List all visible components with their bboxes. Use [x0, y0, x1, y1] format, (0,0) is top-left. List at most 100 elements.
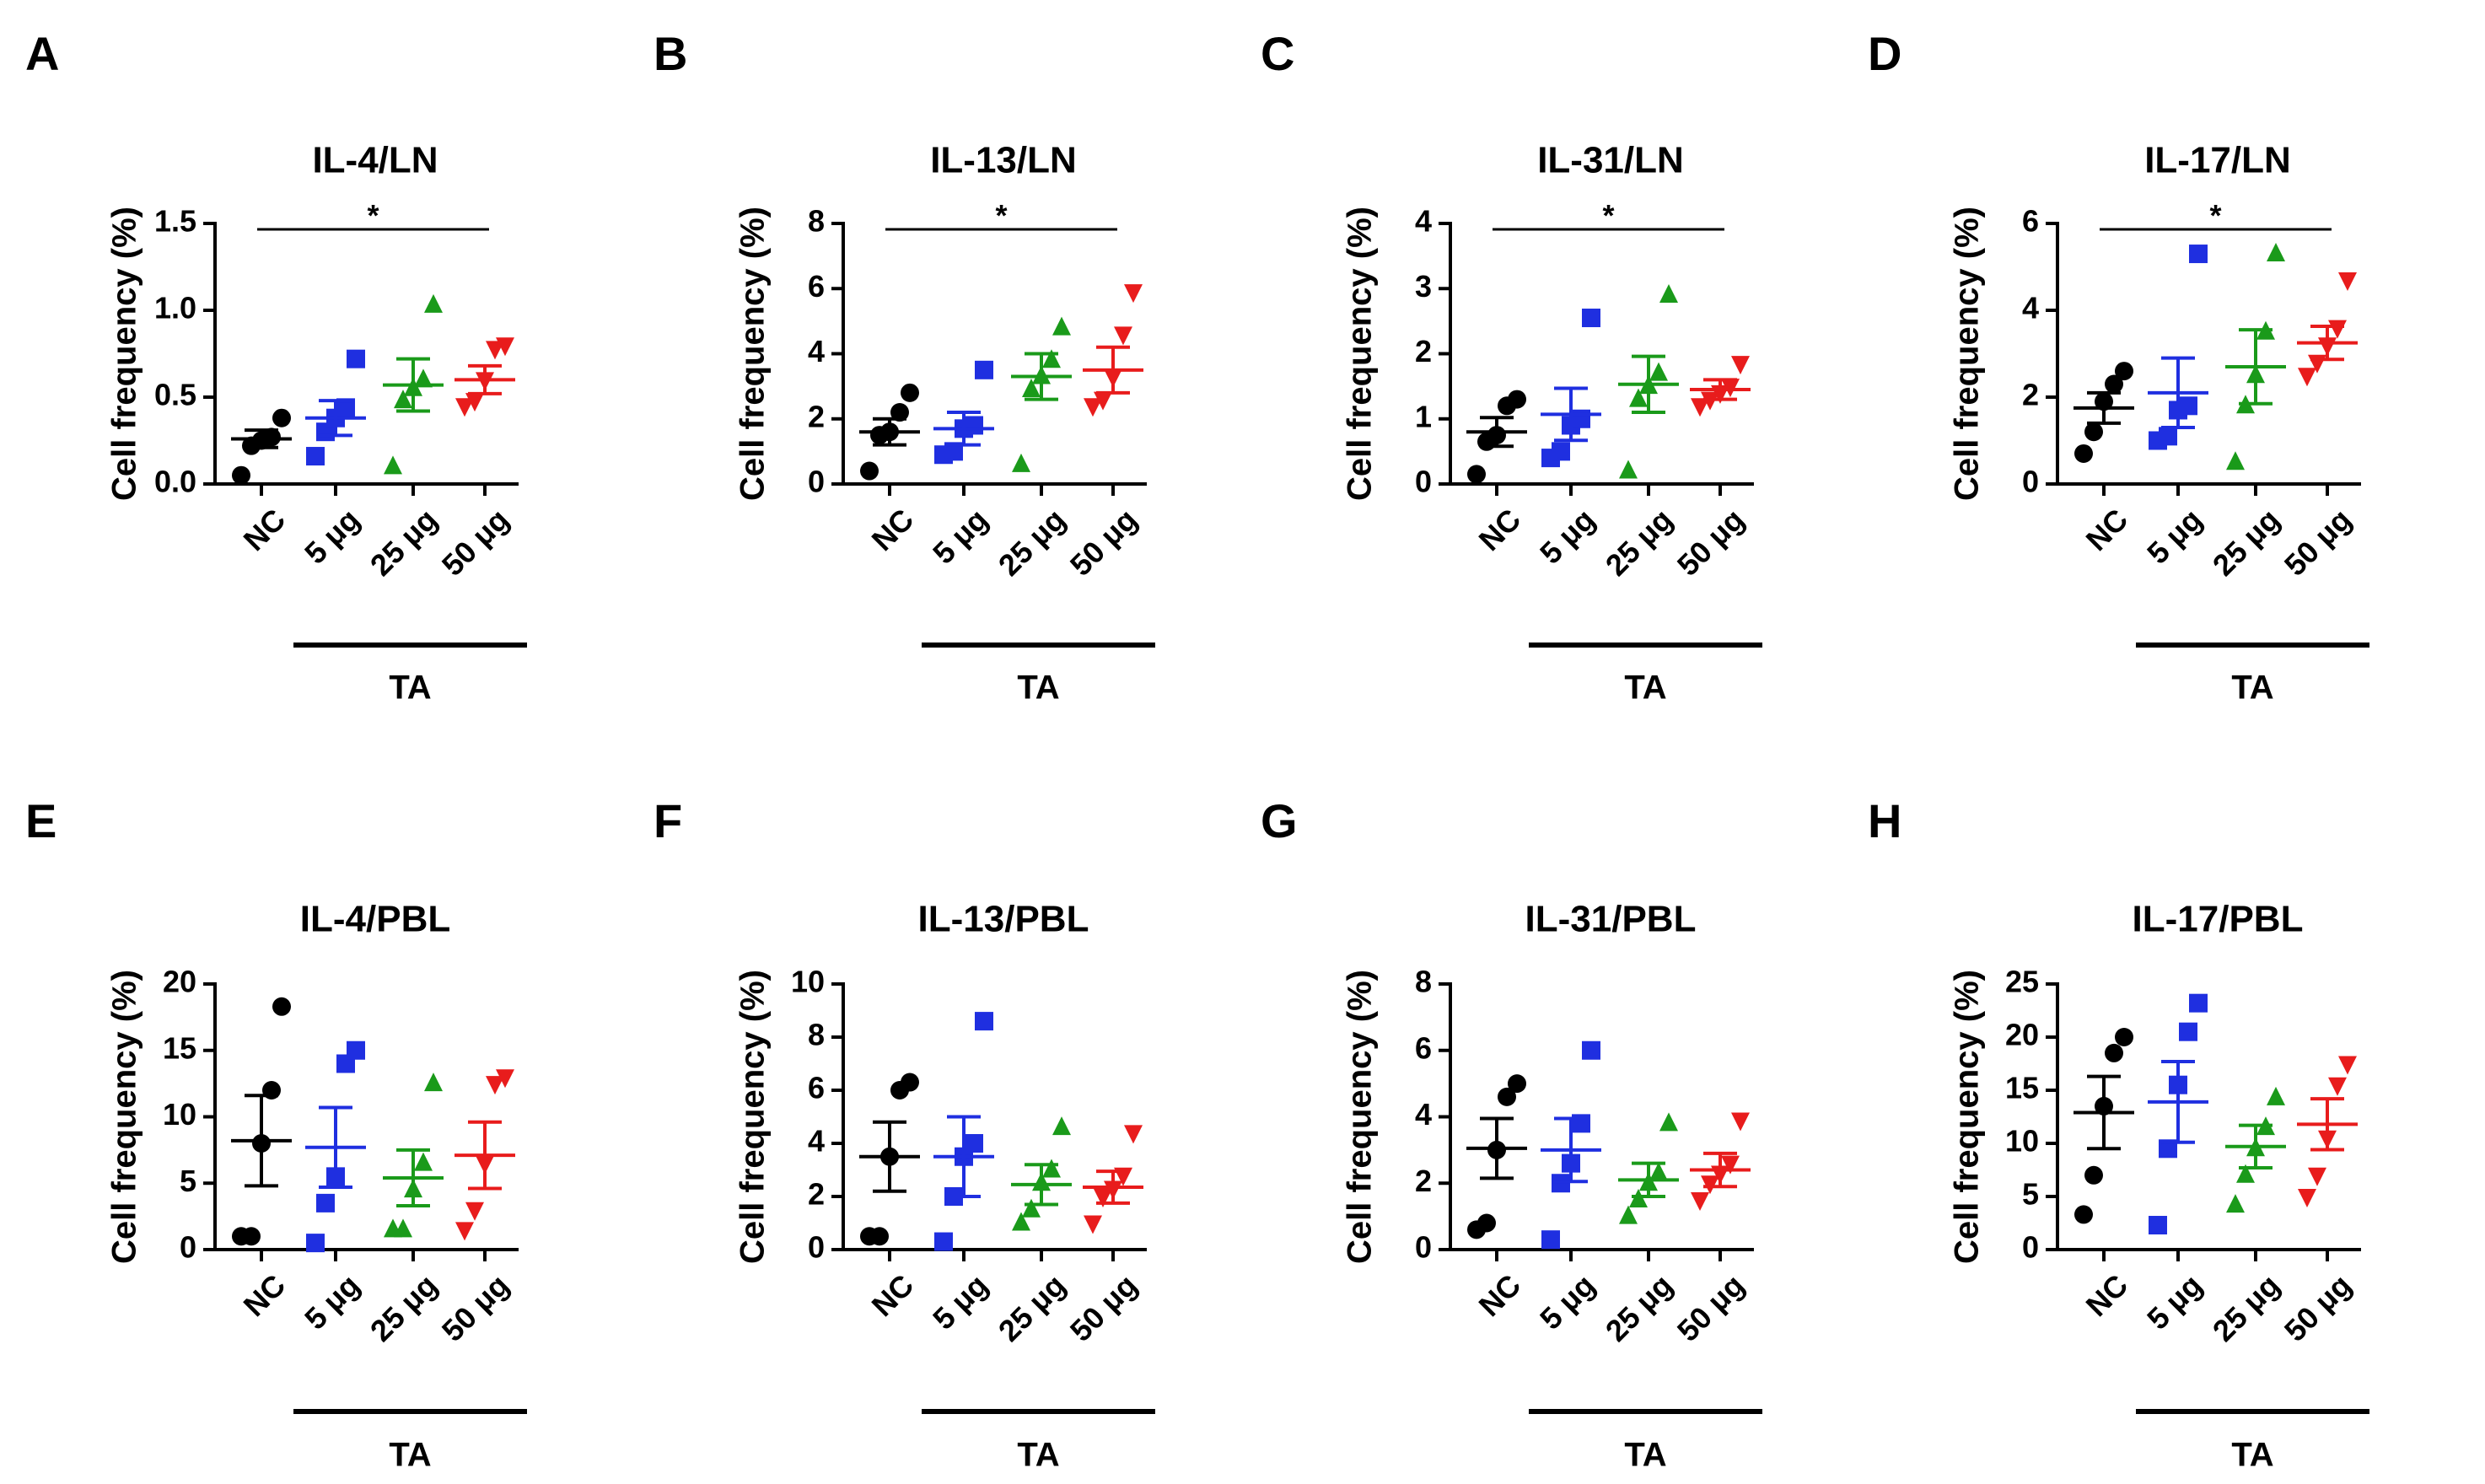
data-point [486, 1076, 504, 1095]
series-3 [1690, 1112, 1751, 1211]
category-label: 5 μg [1533, 502, 1601, 570]
data-point [2179, 396, 2197, 416]
data-point [975, 360, 993, 379]
panel-letter: F [654, 794, 682, 847]
data-point [2226, 451, 2245, 470]
panel-h: H IL-17/PBL 0 5 10 15 20 25 Cell frequency (%) NC… [1868, 794, 2369, 1474]
data-point [2179, 1022, 2197, 1041]
chart-title: IL-17/PBL [2133, 899, 2304, 940]
series-3 [2297, 272, 2358, 387]
data-point [2105, 374, 2123, 394]
y-tick-label: 0 [808, 465, 825, 499]
category-label: 25 μg [2206, 502, 2287, 583]
data-point [1052, 316, 1071, 336]
data-point [1467, 465, 1486, 484]
data-point [2159, 427, 2177, 446]
data-point [2115, 362, 2133, 381]
data-point [455, 1222, 474, 1241]
y-tick-label: 6 [808, 269, 825, 304]
data-point [232, 465, 250, 485]
data-point [2298, 368, 2316, 387]
category-label: 5 μg [298, 1267, 366, 1336]
data-point [2236, 1164, 2255, 1183]
data-point [1541, 1230, 1560, 1250]
chart-title: IL-31/PBL [1525, 899, 1697, 940]
y-tick-label: 2 [2022, 378, 2039, 412]
data-point [1498, 1087, 1516, 1106]
y-axis-label: Cell frequency (%) [734, 970, 772, 1264]
series-2 [1618, 1112, 1679, 1224]
category-label: 25 μg [2206, 1267, 2287, 1348]
y-tick-label: 1.5 [154, 204, 196, 239]
category-label: NC [865, 502, 921, 557]
data-point [2328, 320, 2347, 339]
y-tick-label: 4 [808, 334, 825, 368]
series-0 [231, 997, 292, 1246]
series-2 [2225, 243, 2286, 470]
data-point [465, 1202, 484, 1221]
data-point [2115, 1028, 2133, 1046]
data-point [2267, 1086, 2285, 1105]
series-1 [305, 1040, 366, 1253]
significance-marker: * [995, 198, 1007, 233]
y-tick-label: 0.0 [154, 465, 196, 499]
data-point [2338, 272, 2357, 291]
category-label: 50 μg [435, 502, 516, 583]
series-2 [383, 293, 444, 475]
data-point [1572, 409, 1590, 428]
data-point [1691, 1191, 1709, 1211]
y-tick-label: 2 [1415, 334, 1432, 368]
category-label: 5 μg [2140, 1267, 2208, 1336]
series-1 [1541, 309, 1601, 468]
y-axis-label: Cell frequency (%) [1342, 207, 1379, 501]
data-point [2159, 1139, 2177, 1159]
category-label: 50 μg [2278, 502, 2359, 583]
data-point [975, 1012, 993, 1031]
data-point [262, 427, 281, 447]
data-point [1124, 284, 1143, 304]
data-point [2084, 1165, 2103, 1185]
y-tick-label: 20 [2005, 1018, 2039, 1052]
data-point [1477, 1213, 1496, 1233]
panel-g: G IL-31/PBL 0 2 4 6 8 Cell frequency (%) NC 5 μg2… [1261, 794, 1762, 1474]
data-point [965, 1134, 983, 1153]
category-label: 25 μg [363, 502, 444, 583]
y-tick-label: 10 [2005, 1124, 2039, 1159]
data-point [860, 461, 879, 481]
data-point [1094, 1189, 1112, 1207]
group-label: TA [2231, 1437, 2273, 1474]
y-axis-label: Cell frequency (%) [1949, 207, 1986, 501]
chart-title: IL-17/LN [2144, 140, 2291, 181]
panel-letter: A [25, 27, 59, 80]
data-point [870, 1227, 889, 1246]
series-3 [1083, 1125, 1143, 1234]
y-tick-label: 5 [180, 1164, 196, 1198]
data-point [1042, 349, 1061, 368]
panel-letter: E [25, 794, 56, 847]
series-2 [1618, 283, 1679, 479]
significance-marker: * [1602, 198, 1614, 233]
data-point [2084, 422, 2103, 442]
data-point [1042, 1159, 1061, 1178]
series-2 [383, 1073, 444, 1238]
data-point [1022, 1198, 1041, 1218]
y-tick-label: 4 [808, 1124, 825, 1159]
y-tick-label: 8 [808, 204, 825, 239]
data-point [1659, 1112, 1678, 1132]
y-axis-label: Cell frequency (%) [1342, 970, 1379, 1264]
category-label: 25 μg [363, 1267, 444, 1348]
data-point [1721, 1155, 1740, 1175]
data-point [306, 447, 325, 466]
data-point [1629, 388, 1648, 407]
panel-letter: B [654, 27, 687, 80]
group-label: TA [1017, 1437, 1059, 1474]
series-1 [933, 1012, 994, 1251]
category-label: NC [2079, 502, 2135, 557]
y-tick-label: 0 [2022, 1230, 2039, 1265]
series-3 [1083, 284, 1143, 417]
y-tick-label: 6 [1415, 1030, 1432, 1065]
y-tick-label: 5 [2022, 1177, 2039, 1212]
panel-c: C IL-31/LN 0 1 2 3 4 Cell frequency (%) NC 5 μg25… [1261, 27, 1762, 707]
data-point [272, 408, 291, 427]
panel-letter: C [1261, 27, 1294, 80]
